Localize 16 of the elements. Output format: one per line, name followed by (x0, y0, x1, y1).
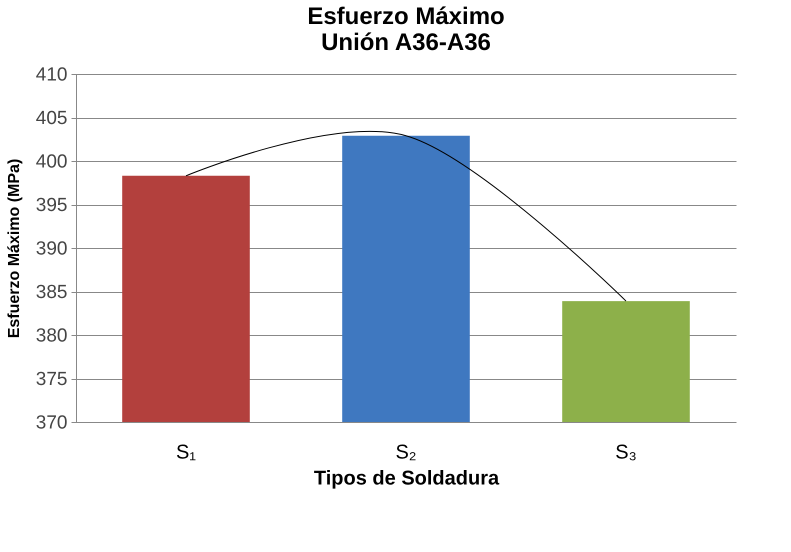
y-axis-title: Esfuerzo Máximo (MPa) (6, 158, 23, 338)
y-tick-label: 380 (36, 326, 68, 346)
y-tick-label: 395 (36, 195, 68, 216)
x-tick-label: S₂ (395, 442, 417, 464)
y-tick-label: 410 (36, 64, 68, 86)
x-axis-title: Tipos de Soldadura (314, 468, 500, 490)
y-tick-label: 375 (36, 369, 68, 390)
y-tick-label: 405 (36, 108, 68, 129)
text: Unión A36-A36 (321, 29, 491, 56)
x-tick-label: S₁ (176, 442, 196, 464)
x-tick-label: S₃ (615, 442, 637, 464)
y-tick-label: 390 (36, 238, 68, 260)
y-tick-label: 370 (36, 412, 68, 434)
y-tick-label: 385 (36, 282, 68, 303)
y-tick-label: 400 (36, 152, 68, 172)
text: Esfuerzo Máximo (307, 3, 505, 30)
